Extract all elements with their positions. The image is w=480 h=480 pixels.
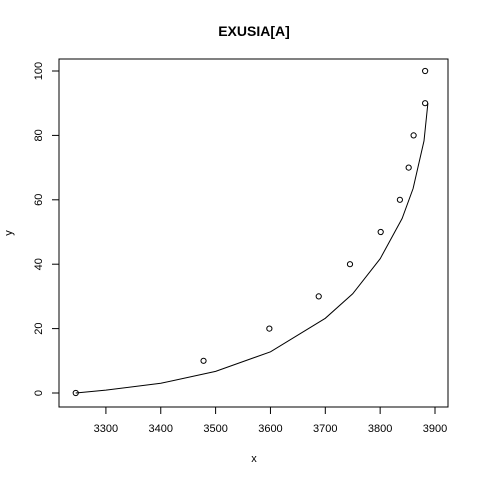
data-point <box>422 67 429 75</box>
data-point <box>266 325 273 332</box>
data-points <box>72 67 429 397</box>
data-point <box>410 132 417 139</box>
plot-area <box>58 58 449 408</box>
x-axis-label: x <box>251 453 257 465</box>
y-axis: 0 20 40 60 80 100 <box>33 62 60 396</box>
data-point <box>405 164 412 171</box>
y-tick-label: 0 <box>33 390 45 396</box>
x-tick-label: 3700 <box>313 423 337 435</box>
y-tick-label: 80 <box>33 129 45 141</box>
y-axis-label: y <box>3 230 15 236</box>
x-tick-label: 3300 <box>94 423 118 435</box>
x-tick-label: 3400 <box>149 423 173 435</box>
x-tick-label: 3500 <box>203 423 227 435</box>
data-point <box>346 261 354 268</box>
y-tick-label: 40 <box>33 258 45 270</box>
x-tick-label: 3600 <box>258 423 282 435</box>
chart-title: EXUSIA[A] <box>218 23 290 39</box>
y-tick-label: 20 <box>33 322 45 334</box>
data-point <box>315 293 322 300</box>
data-point <box>200 357 207 364</box>
x-tick-label: 3900 <box>423 423 447 435</box>
fitted-curve <box>75 103 429 394</box>
data-point <box>72 389 79 397</box>
x-axis: 3300 3400 3500 3600 3700 3800 3900 <box>94 406 447 435</box>
data-point <box>377 228 384 236</box>
y-tick-label: 100 <box>33 62 45 80</box>
y-tick-label: 60 <box>33 194 45 206</box>
data-point <box>422 100 429 107</box>
data-point <box>396 196 403 203</box>
x-tick-label: 3800 <box>368 423 392 435</box>
